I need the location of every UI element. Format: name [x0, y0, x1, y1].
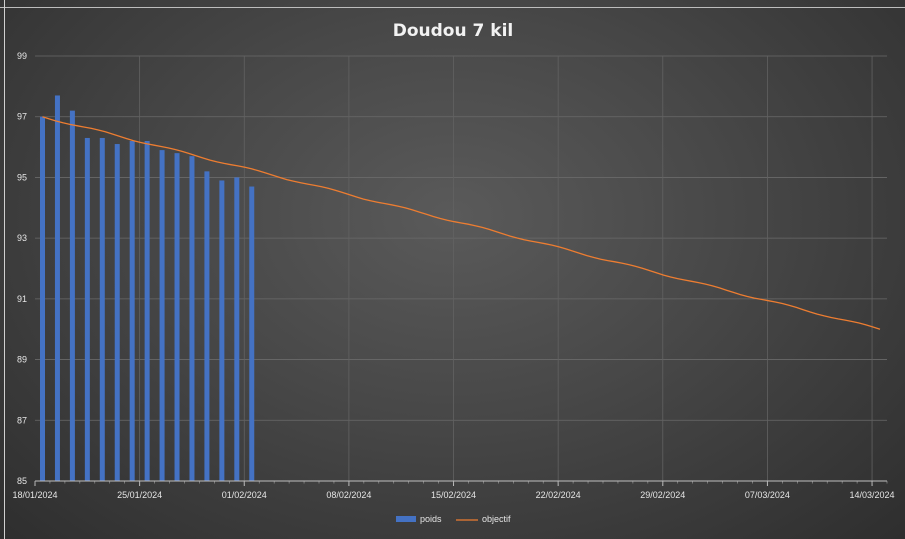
bar-poids-2024-01-18 [40, 116, 45, 481]
x-tick-label: 14/03/2024 [850, 490, 895, 500]
y-tick-label: 97 [17, 112, 27, 122]
bar-poids-2024-01-22 [99, 137, 105, 481]
y-tick-label: 85 [17, 476, 27, 486]
bar-poids-2024-01-23 [114, 144, 120, 482]
y-tick-label: 87 [17, 415, 27, 425]
legend: poids objectif [396, 514, 511, 524]
axes: 85 87 89 91 93 95 97 99 18/01/2024 25/01/2024 01/0… [12, 51, 894, 500]
x-tick-label: 08/02/2024 [326, 490, 371, 500]
y-tick-label: 93 [17, 233, 27, 243]
bar-poids-2024-01-25 [144, 141, 150, 481]
legend-swatch-poids [396, 516, 416, 522]
x-tick-label: 18/01/2024 [12, 490, 57, 500]
y-tick-label: 99 [17, 51, 27, 61]
x-tick-label: 22/02/2024 [536, 490, 581, 500]
line-objectif [42, 116, 881, 330]
frame-border-left [4, 0, 5, 539]
gridlines [35, 55, 887, 481]
x-tick-label: 25/01/2024 [117, 490, 162, 500]
x-tick-label: 29/02/2024 [640, 490, 685, 500]
bar-poids-2024-01-27 [174, 153, 180, 481]
frame-border-top [0, 7, 905, 8]
poids-bars [40, 95, 255, 482]
objectif-line-group [42, 116, 881, 330]
bar-poids-2024-01-31 [234, 177, 240, 481]
x-tick-label: 01/02/2024 [222, 490, 267, 500]
legend-label-poids: poids [420, 514, 442, 524]
bar-poids-2024-01-30 [219, 180, 225, 481]
y-tick-label: 91 [17, 294, 27, 304]
bar-poids-2024-01-21 [84, 137, 90, 481]
bar-poids-2024-01-20 [69, 110, 75, 482]
chart-title: Doudou 7 kil [393, 21, 513, 41]
bar-poids-2024-01-24 [129, 141, 135, 481]
x-tick-label: 15/02/2024 [431, 490, 476, 500]
x-tick-label: 07/03/2024 [745, 490, 790, 500]
legend-label-objectif: objectif [482, 514, 511, 524]
y-tick-label: 89 [17, 355, 27, 365]
bar-poids-2024-01-26 [159, 150, 165, 481]
bar-poids-2024-01-28 [189, 156, 195, 481]
bar-poids-2024-01-29 [204, 171, 210, 481]
y-tick-label: 95 [17, 172, 27, 182]
bar-poids-2024-01-19 [54, 95, 60, 481]
bar-poids-2024-02-01 [249, 186, 255, 482]
